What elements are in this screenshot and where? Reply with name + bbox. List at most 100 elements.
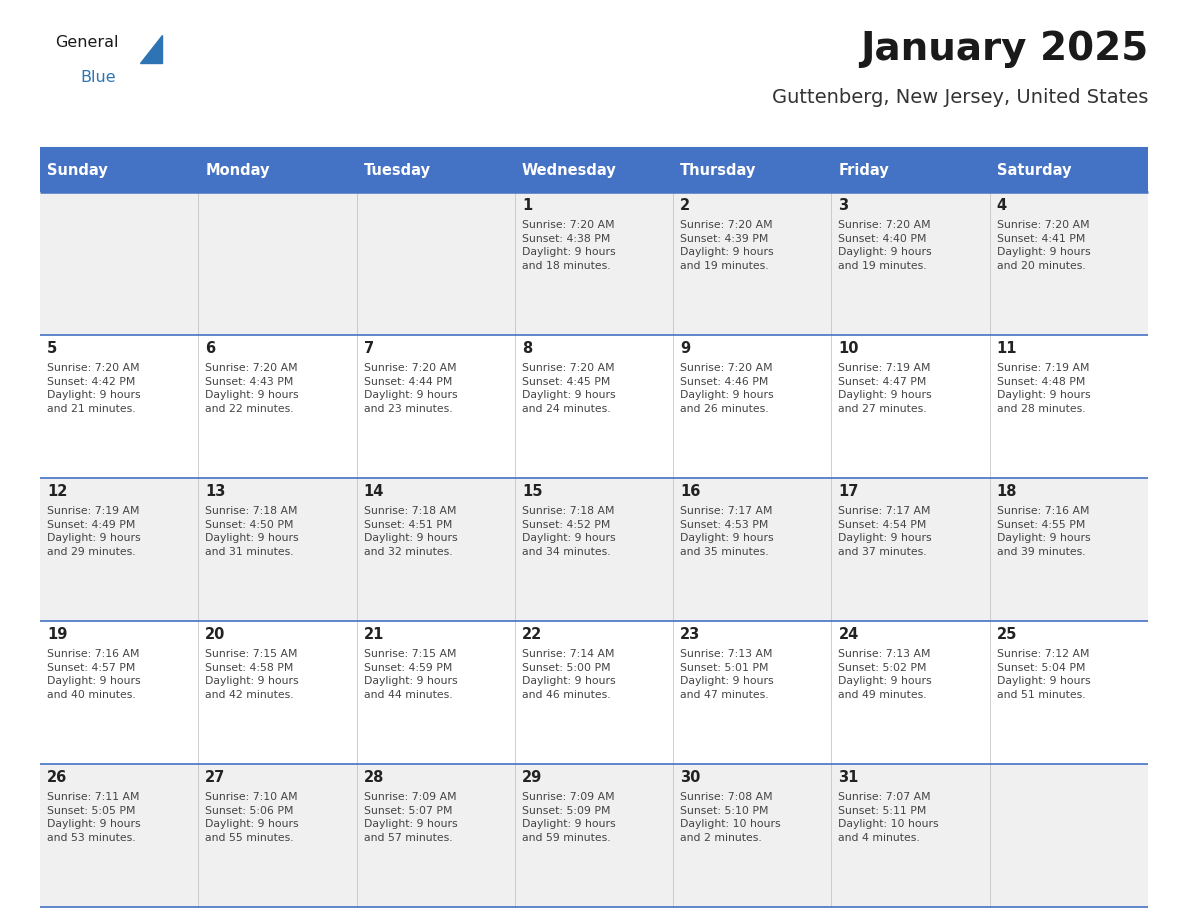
Bar: [356, 192, 514, 335]
Text: 3: 3: [839, 198, 848, 213]
Text: Sunrise: 7:20 AM
Sunset: 4:40 PM
Daylight: 9 hours
and 19 minutes.: Sunrise: 7:20 AM Sunset: 4:40 PM Dayligh…: [839, 220, 933, 271]
Text: 24: 24: [839, 627, 859, 642]
Bar: [198, 192, 356, 335]
Bar: [40, 192, 198, 335]
Text: Sunrise: 7:09 AM
Sunset: 5:09 PM
Daylight: 9 hours
and 59 minutes.: Sunrise: 7:09 AM Sunset: 5:09 PM Dayligh…: [522, 792, 615, 843]
Text: Sunrise: 7:16 AM
Sunset: 4:55 PM
Daylight: 9 hours
and 39 minutes.: Sunrise: 7:16 AM Sunset: 4:55 PM Dayligh…: [997, 506, 1091, 557]
Text: Thursday: Thursday: [681, 162, 757, 177]
Text: 28: 28: [364, 770, 384, 785]
Text: 15: 15: [522, 484, 543, 499]
Bar: [832, 192, 990, 335]
Bar: [990, 148, 1148, 192]
Bar: [40, 478, 198, 621]
Bar: [356, 335, 514, 478]
Text: Sunrise: 7:19 AM
Sunset: 4:47 PM
Daylight: 9 hours
and 27 minutes.: Sunrise: 7:19 AM Sunset: 4:47 PM Dayligh…: [839, 363, 933, 414]
Bar: [40, 621, 198, 764]
Text: 5: 5: [48, 341, 57, 356]
Text: Sunrise: 7:14 AM
Sunset: 5:00 PM
Daylight: 9 hours
and 46 minutes.: Sunrise: 7:14 AM Sunset: 5:00 PM Dayligh…: [522, 649, 615, 700]
Bar: [674, 621, 832, 764]
Bar: [198, 148, 356, 192]
Text: Sunrise: 7:18 AM
Sunset: 4:50 PM
Daylight: 9 hours
and 31 minutes.: Sunrise: 7:18 AM Sunset: 4:50 PM Dayligh…: [206, 506, 299, 557]
Text: Sunrise: 7:20 AM
Sunset: 4:43 PM
Daylight: 9 hours
and 22 minutes.: Sunrise: 7:20 AM Sunset: 4:43 PM Dayligh…: [206, 363, 299, 414]
Text: Blue: Blue: [80, 70, 115, 85]
Text: 11: 11: [997, 341, 1017, 356]
Text: Sunrise: 7:19 AM
Sunset: 4:48 PM
Daylight: 9 hours
and 28 minutes.: Sunrise: 7:19 AM Sunset: 4:48 PM Dayligh…: [997, 363, 1091, 414]
Bar: [198, 335, 356, 478]
Text: Wednesday: Wednesday: [522, 162, 617, 177]
Text: Saturday: Saturday: [997, 162, 1072, 177]
Text: 8: 8: [522, 341, 532, 356]
Text: 17: 17: [839, 484, 859, 499]
Text: 18: 18: [997, 484, 1017, 499]
Bar: [990, 478, 1148, 621]
Bar: [198, 764, 356, 907]
Bar: [990, 621, 1148, 764]
Text: 22: 22: [522, 627, 542, 642]
Bar: [514, 621, 674, 764]
Text: Sunrise: 7:08 AM
Sunset: 5:10 PM
Daylight: 10 hours
and 2 minutes.: Sunrise: 7:08 AM Sunset: 5:10 PM Dayligh…: [681, 792, 781, 843]
Polygon shape: [140, 35, 162, 63]
Text: Sunrise: 7:17 AM
Sunset: 4:54 PM
Daylight: 9 hours
and 37 minutes.: Sunrise: 7:17 AM Sunset: 4:54 PM Dayligh…: [839, 506, 933, 557]
Bar: [514, 192, 674, 335]
Bar: [674, 478, 832, 621]
Text: Sunrise: 7:13 AM
Sunset: 5:01 PM
Daylight: 9 hours
and 47 minutes.: Sunrise: 7:13 AM Sunset: 5:01 PM Dayligh…: [681, 649, 773, 700]
Text: Sunrise: 7:10 AM
Sunset: 5:06 PM
Daylight: 9 hours
and 55 minutes.: Sunrise: 7:10 AM Sunset: 5:06 PM Dayligh…: [206, 792, 299, 843]
Text: 25: 25: [997, 627, 1017, 642]
Bar: [198, 621, 356, 764]
Text: Sunrise: 7:16 AM
Sunset: 4:57 PM
Daylight: 9 hours
and 40 minutes.: Sunrise: 7:16 AM Sunset: 4:57 PM Dayligh…: [48, 649, 140, 700]
Text: 12: 12: [48, 484, 68, 499]
Text: 20: 20: [206, 627, 226, 642]
Text: Sunrise: 7:15 AM
Sunset: 4:58 PM
Daylight: 9 hours
and 42 minutes.: Sunrise: 7:15 AM Sunset: 4:58 PM Dayligh…: [206, 649, 299, 700]
Text: Guttenberg, New Jersey, United States: Guttenberg, New Jersey, United States: [772, 88, 1148, 107]
Text: 30: 30: [681, 770, 701, 785]
Text: Sunrise: 7:20 AM
Sunset: 4:44 PM
Daylight: 9 hours
and 23 minutes.: Sunrise: 7:20 AM Sunset: 4:44 PM Dayligh…: [364, 363, 457, 414]
Bar: [990, 764, 1148, 907]
Text: 10: 10: [839, 341, 859, 356]
Text: Sunrise: 7:18 AM
Sunset: 4:51 PM
Daylight: 9 hours
and 32 minutes.: Sunrise: 7:18 AM Sunset: 4:51 PM Dayligh…: [364, 506, 457, 557]
Bar: [674, 335, 832, 478]
Text: 9: 9: [681, 341, 690, 356]
Text: Sunrise: 7:11 AM
Sunset: 5:05 PM
Daylight: 9 hours
and 53 minutes.: Sunrise: 7:11 AM Sunset: 5:05 PM Dayligh…: [48, 792, 140, 843]
Bar: [674, 764, 832, 907]
Text: 14: 14: [364, 484, 384, 499]
Bar: [514, 764, 674, 907]
Text: Tuesday: Tuesday: [364, 162, 430, 177]
Text: General: General: [55, 35, 119, 50]
Text: 26: 26: [48, 770, 68, 785]
Bar: [832, 764, 990, 907]
Text: 6: 6: [206, 341, 215, 356]
Bar: [356, 478, 514, 621]
Text: January 2025: January 2025: [860, 30, 1148, 68]
Bar: [356, 148, 514, 192]
Text: 19: 19: [48, 627, 68, 642]
Bar: [832, 148, 990, 192]
Text: Sunrise: 7:15 AM
Sunset: 4:59 PM
Daylight: 9 hours
and 44 minutes.: Sunrise: 7:15 AM Sunset: 4:59 PM Dayligh…: [364, 649, 457, 700]
Text: Sunrise: 7:13 AM
Sunset: 5:02 PM
Daylight: 9 hours
and 49 minutes.: Sunrise: 7:13 AM Sunset: 5:02 PM Dayligh…: [839, 649, 933, 700]
Text: Sunrise: 7:20 AM
Sunset: 4:46 PM
Daylight: 9 hours
and 26 minutes.: Sunrise: 7:20 AM Sunset: 4:46 PM Dayligh…: [681, 363, 773, 414]
Bar: [832, 335, 990, 478]
Text: 4: 4: [997, 198, 1007, 213]
Bar: [198, 478, 356, 621]
Text: Sunrise: 7:07 AM
Sunset: 5:11 PM
Daylight: 10 hours
and 4 minutes.: Sunrise: 7:07 AM Sunset: 5:11 PM Dayligh…: [839, 792, 939, 843]
Text: Sunrise: 7:19 AM
Sunset: 4:49 PM
Daylight: 9 hours
and 29 minutes.: Sunrise: 7:19 AM Sunset: 4:49 PM Dayligh…: [48, 506, 140, 557]
Text: 31: 31: [839, 770, 859, 785]
Text: 7: 7: [364, 341, 374, 356]
Text: Sunrise: 7:17 AM
Sunset: 4:53 PM
Daylight: 9 hours
and 35 minutes.: Sunrise: 7:17 AM Sunset: 4:53 PM Dayligh…: [681, 506, 773, 557]
Text: 23: 23: [681, 627, 701, 642]
Text: Monday: Monday: [206, 162, 270, 177]
Bar: [514, 335, 674, 478]
Text: Sunday: Sunday: [48, 162, 108, 177]
Bar: [674, 148, 832, 192]
Text: Sunrise: 7:20 AM
Sunset: 4:39 PM
Daylight: 9 hours
and 19 minutes.: Sunrise: 7:20 AM Sunset: 4:39 PM Dayligh…: [681, 220, 773, 271]
Text: 1: 1: [522, 198, 532, 213]
Bar: [832, 621, 990, 764]
Text: Sunrise: 7:09 AM
Sunset: 5:07 PM
Daylight: 9 hours
and 57 minutes.: Sunrise: 7:09 AM Sunset: 5:07 PM Dayligh…: [364, 792, 457, 843]
Bar: [990, 192, 1148, 335]
Text: Friday: Friday: [839, 162, 889, 177]
Text: 13: 13: [206, 484, 226, 499]
Text: 29: 29: [522, 770, 542, 785]
Bar: [356, 764, 514, 907]
Bar: [674, 192, 832, 335]
Text: 16: 16: [681, 484, 701, 499]
Text: Sunrise: 7:12 AM
Sunset: 5:04 PM
Daylight: 9 hours
and 51 minutes.: Sunrise: 7:12 AM Sunset: 5:04 PM Dayligh…: [997, 649, 1091, 700]
